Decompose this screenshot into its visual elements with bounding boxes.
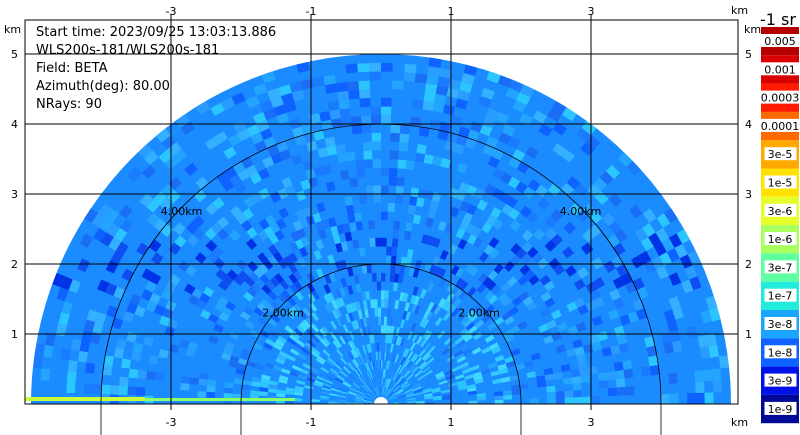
scan-cells: [32, 54, 731, 404]
beta-data-layer: [25, 54, 731, 404]
y-tick-label-left: 3: [11, 188, 18, 201]
x-unit-top: km: [731, 4, 748, 17]
colorbar-label: 1e-7: [768, 290, 793, 303]
colorbar-label-bg: [764, 175, 797, 189]
range-ring-label: 2.00km: [458, 307, 500, 320]
x-tick-label-top: 3: [588, 5, 595, 18]
y-unit-left: km: [4, 23, 21, 36]
plot-frame: [24, 19, 739, 405]
ground-strip: [25, 397, 145, 401]
range-ring-label: 4.00km: [560, 205, 602, 218]
colorbar-label-bg: [757, 118, 800, 132]
x-tick-label-bottom: 1: [448, 416, 455, 429]
colorbar-label-bg: [764, 203, 797, 217]
y-tick-label-right: 1: [745, 328, 752, 341]
colorbar-label: 3e-9: [768, 375, 793, 388]
colorbar-label: 1e-5: [768, 177, 793, 190]
colorbar-label-bg: [764, 401, 797, 415]
range-ring-layer: 2.00km 2.00km 4.00km 4.00km: [100, 123, 662, 435]
info-nrays: NRays: 90: [36, 97, 102, 112]
x-tick-label-bottom: 3: [588, 416, 595, 429]
x-tick-label-bottom: -3: [166, 416, 177, 429]
colorbar-label-bg: [757, 90, 800, 104]
colorbar-label: 3e-7: [768, 261, 793, 274]
colorbar-label-bg: [764, 260, 797, 274]
colorbar-label-bg: [761, 62, 800, 76]
lidar-origin: [374, 397, 388, 404]
y-tick-label-right: 4: [745, 118, 752, 131]
colorbar-label-bg: [764, 147, 797, 161]
range-ring-label: 2.00km: [262, 307, 304, 320]
colorbar-label: 0.001: [764, 63, 796, 76]
colorbar-label: 1e-9: [768, 403, 793, 416]
colorbar-label: 0.0003: [761, 92, 800, 105]
y-unit-right: km: [744, 23, 761, 36]
colorbar-label-bg: [764, 288, 797, 302]
range-ring: [240, 263, 522, 405]
info-instrument: WLS200s-181/WLS200s-181: [36, 43, 220, 58]
range-ring-label: 4.00km: [161, 205, 203, 218]
colorbar-label: 3e-8: [768, 318, 793, 331]
info-field: Field: BETA: [36, 61, 108, 76]
colorbar-label: 3e-6: [768, 205, 793, 218]
x-unit-bottom: km: [731, 416, 748, 429]
colorbar: 0.005 0.001 0.0003 0.0001 3e-5 1e-5 3e-6 1e-6 3e…: [757, 10, 800, 424]
x-tick-label-top: -1: [306, 5, 317, 18]
x-tick-label-bottom: -1: [306, 416, 317, 429]
colorbar-label-bg: [764, 317, 797, 330]
x-tick-label-top: 1: [448, 5, 455, 18]
colorbar-label: 3e-5: [768, 148, 793, 161]
colorbar-label: 0.005: [764, 35, 796, 48]
info-azimuth: Azimuth(deg): 80.00: [36, 79, 170, 94]
y-tick-label-right: 2: [745, 258, 752, 271]
range-ring: [100, 123, 662, 405]
ground-strip: [145, 398, 295, 401]
colorbar-unit-label: -1 sr: [760, 10, 796, 29]
y-tick-label-right: 3: [745, 188, 752, 201]
colorbar-label: 1e-6: [768, 233, 793, 246]
y-tick-label-left: 4: [11, 118, 18, 131]
colorbar-label-bg: [764, 232, 797, 246]
info-start-time: Start time: 2023/09/25 13:03:13.886: [36, 25, 277, 40]
y-tick-label-left: 5: [11, 48, 18, 61]
axis-layer: -3 -3 -1 -1 1 1 3 3 1 1 2 2 3 3 4 4 5 5 km km km km: [4, 4, 761, 429]
colorbar-label-bg: [764, 345, 797, 359]
y-tick-label-left: 1: [11, 328, 18, 341]
y-tick-label-right: 5: [745, 48, 752, 61]
colorbar-label: 1e-8: [768, 346, 793, 359]
colorbar-label-bg: [764, 373, 797, 387]
colorbar-label-bg: [761, 34, 800, 47]
x-tick-label-top: -3: [166, 5, 177, 18]
colorbar-label: 0.0001: [761, 120, 800, 133]
y-tick-label-left: 2: [11, 258, 18, 271]
